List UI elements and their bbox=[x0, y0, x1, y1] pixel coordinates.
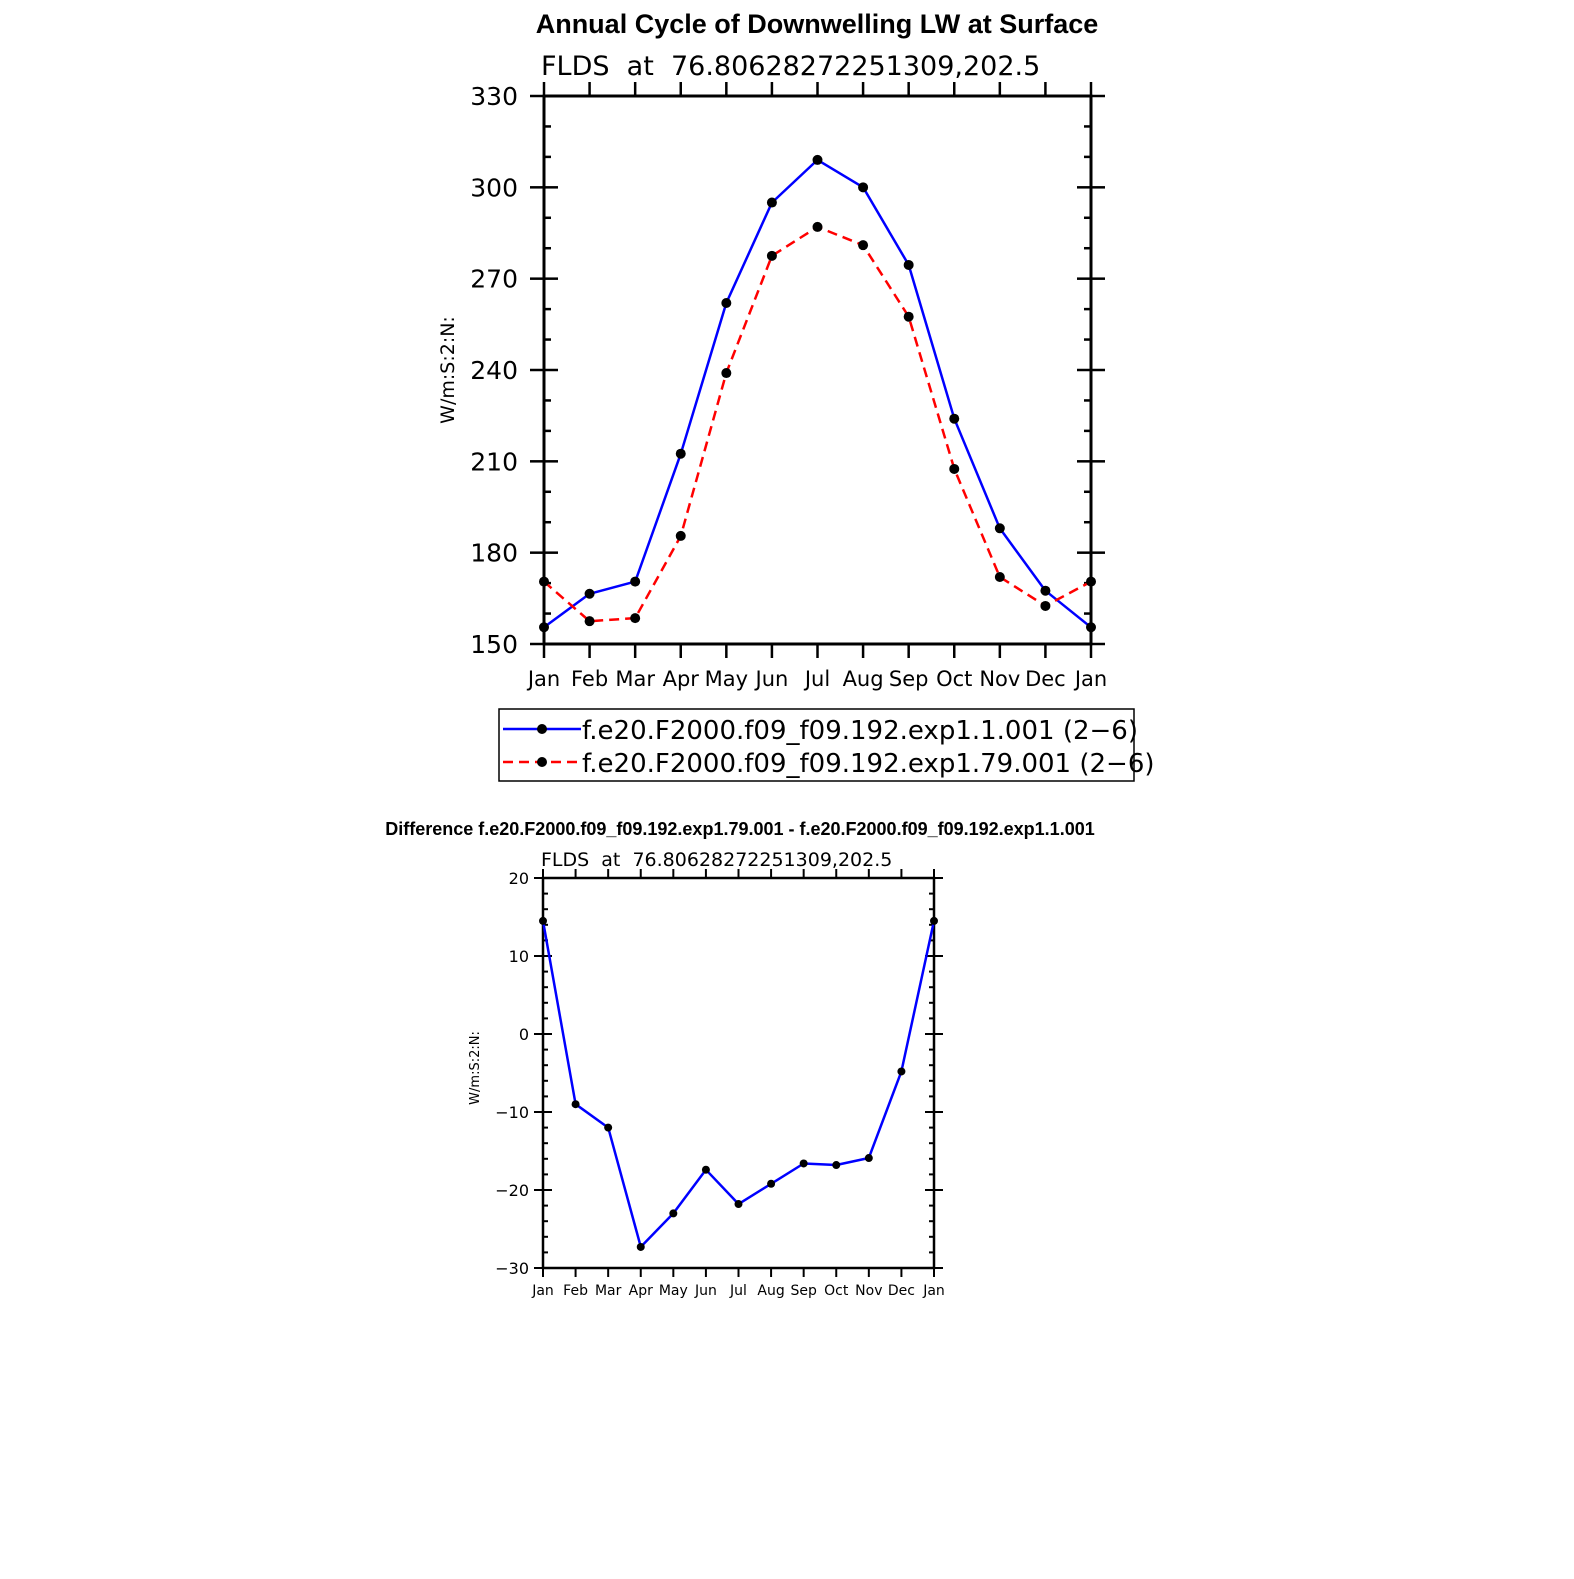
chart1-ylabel: W/m:S:2:N: bbox=[437, 316, 459, 424]
chart1-ytick-label: 270 bbox=[470, 265, 518, 294]
chart1-title: Annual Cycle of Downwelling LW at Surfac… bbox=[536, 9, 1099, 39]
chart1-xtick-label: Mar bbox=[615, 667, 655, 691]
chart1-series-2-point bbox=[584, 616, 595, 627]
chart1-series-1-point bbox=[766, 197, 777, 208]
chart2-xtick-label: Jun bbox=[694, 1283, 717, 1299]
chart1-xtick-label: Apr bbox=[663, 667, 700, 691]
chart2-ytick-label: −10 bbox=[495, 1103, 529, 1122]
legend-marker-series-1 bbox=[537, 724, 547, 734]
chart1-series-1-point bbox=[903, 259, 914, 270]
chart2-xtick-label: Apr bbox=[629, 1283, 653, 1299]
chart1-legend: f.e20.F2000.f09_f09.192.exp1.1.001 (2−6)… bbox=[498, 708, 1155, 782]
chart2-series-1-point bbox=[701, 1165, 710, 1174]
legend-box bbox=[498, 708, 1135, 782]
chart2-series-1-point bbox=[767, 1179, 776, 1188]
chart2-xtick-label: Oct bbox=[824, 1283, 849, 1299]
chart2-xtick-label: Dec bbox=[888, 1283, 915, 1299]
chart1-plot: Jan Feb Mar Apr May Jun Jul Aug Sep Oct Nov Dec Jan 1… bbox=[470, 82, 1107, 691]
chart1-xtick-label: Sep bbox=[889, 667, 929, 691]
chart1-ytick-label: 240 bbox=[470, 356, 518, 385]
chart2-plot-frame bbox=[541, 876, 936, 1270]
chart1-series-1-point bbox=[584, 588, 595, 599]
chart2-plot: Jan Feb Mar Apr May Jun Jul Aug Sep Oct Nov Dec Jan−… bbox=[495, 869, 945, 1299]
chart1-ytick-label: 180 bbox=[470, 539, 518, 568]
chart2-xtick-label: Mar bbox=[595, 1283, 622, 1299]
chart1-series-1-point bbox=[539, 622, 549, 633]
chart2-series-1-point bbox=[669, 1209, 678, 1218]
chart2-xtick-label: Jan bbox=[531, 1283, 554, 1299]
chart1-series-2-point bbox=[766, 250, 777, 261]
chart1-ytick-label: 330 bbox=[470, 82, 518, 111]
chart2-series-1-point bbox=[799, 1159, 808, 1168]
chart1-series-2-point bbox=[1040, 600, 1051, 611]
chart1-xtick-label: Feb bbox=[571, 667, 608, 691]
chart1-xtick-label: Jan bbox=[526, 667, 560, 691]
chart1-xtick-label: May bbox=[705, 667, 748, 691]
chart1-series-2-point bbox=[675, 530, 686, 541]
chart1-plot-frame bbox=[542, 94, 1093, 646]
chart1-series-2-point bbox=[1086, 576, 1096, 587]
chart2-series-1-point bbox=[571, 1100, 580, 1109]
chart2-series-1-point bbox=[930, 916, 938, 925]
chart1-ytick-label: 150 bbox=[470, 630, 518, 659]
chart1-series-2-point bbox=[539, 576, 549, 587]
chart1-series-2-line bbox=[543, 225, 1092, 623]
chart2-xtick-label: Sep bbox=[790, 1283, 817, 1299]
chart1-series-2-point bbox=[721, 368, 732, 379]
chart2-series-1-point bbox=[539, 916, 547, 925]
legend-marker-series-2 bbox=[537, 757, 547, 767]
chart2-ytick-label: 20 bbox=[509, 869, 529, 888]
chart2-ytick-label: −30 bbox=[495, 1259, 529, 1278]
chart2-series-1-line bbox=[541, 920, 936, 1249]
chart2-series-1-point bbox=[832, 1161, 841, 1170]
chart1-ytick-label: 210 bbox=[470, 447, 518, 476]
chart1-xtick-label: Jan bbox=[1073, 667, 1107, 691]
chart1-series-1-point bbox=[812, 154, 823, 165]
chart1-series-1-point bbox=[1040, 585, 1051, 596]
chart2-xtick-label: Nov bbox=[855, 1283, 882, 1299]
chart2-series-1-point bbox=[734, 1200, 743, 1209]
chart1-xtick-label: Dec bbox=[1025, 667, 1066, 691]
chart2-ytick-label: −20 bbox=[495, 1181, 529, 1200]
chart1-series-1-point bbox=[994, 523, 1005, 534]
chart2-subtitle: FLDS at 76.80628272251309,202.5 bbox=[541, 849, 892, 871]
chart1-series-2-point bbox=[858, 240, 869, 251]
legend-label-series-1: f.e20.F2000.f09_f09.192.exp1.1.001 (2−6) bbox=[582, 716, 1138, 746]
chart2-ytick-label: 10 bbox=[509, 947, 529, 966]
chart2-xtick-label: Feb bbox=[563, 1283, 588, 1299]
chart1-series-1-point bbox=[675, 448, 686, 459]
chart2-ylabel: W/m:S:2:N: bbox=[468, 1031, 483, 1105]
chart1-series-1-point bbox=[858, 182, 869, 193]
chart2-ytick-label: 0 bbox=[519, 1025, 529, 1044]
chart1-xtick-label: Jun bbox=[754, 667, 789, 691]
chart2-series-1-point bbox=[864, 1154, 873, 1163]
chart2-series-1-point bbox=[636, 1242, 645, 1251]
chart1-subtitle: FLDS at 76.80628272251309,202.5 bbox=[541, 51, 1040, 82]
chart1-xtick-label: Aug bbox=[843, 667, 884, 691]
chart1-series-1-point bbox=[949, 413, 960, 424]
chart1-xtick-label: Nov bbox=[979, 667, 1020, 691]
chart2-xtick-label: Aug bbox=[757, 1283, 784, 1299]
chart2-title: Difference f.e20.F2000.f09_f09.192.exp1.… bbox=[385, 819, 1094, 839]
chart1-series-2-point bbox=[812, 221, 823, 232]
chart1-series-2-point bbox=[630, 613, 641, 624]
chart1-series-2-point bbox=[994, 572, 1005, 583]
chart1-series-1-point bbox=[721, 298, 732, 309]
chart1-series-1-point bbox=[630, 576, 641, 587]
chart2-series-1-point bbox=[897, 1067, 906, 1076]
chart1-xtick-label: Oct bbox=[936, 667, 972, 691]
chart2-series-1-point bbox=[604, 1123, 613, 1132]
chart2-xtick-label: May bbox=[659, 1283, 688, 1299]
chart1-ytick-label: 300 bbox=[470, 173, 518, 202]
chart1-series-1-point bbox=[1086, 622, 1096, 633]
chart1-series-2-point bbox=[949, 463, 960, 474]
chart1-xtick-label: Jul bbox=[803, 667, 830, 691]
chart2-xtick-label: Jan bbox=[922, 1283, 945, 1299]
chart2-xtick-label: Jul bbox=[729, 1283, 747, 1299]
legend-label-series-2: f.e20.F2000.f09_f09.192.exp1.79.001 (2−6… bbox=[582, 749, 1155, 779]
chart1-series-2-point bbox=[903, 311, 914, 322]
